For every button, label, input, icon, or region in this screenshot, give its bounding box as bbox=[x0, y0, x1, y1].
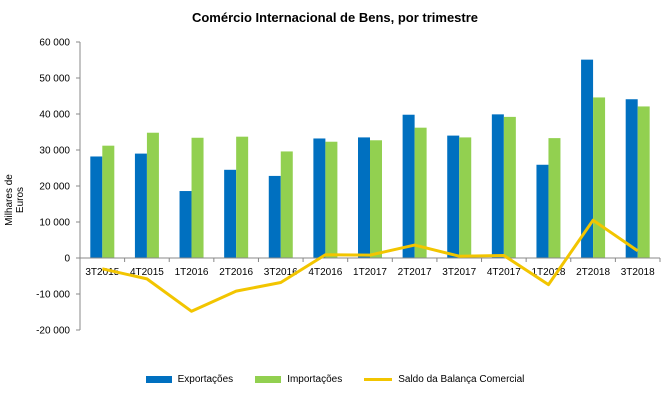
bar-importacoes bbox=[593, 97, 606, 258]
x-tick-label: 3T2016 bbox=[264, 267, 298, 278]
bar-importacoes bbox=[236, 136, 249, 258]
legend-item-exports: Exportações bbox=[145, 374, 234, 385]
bar-exportacoes bbox=[447, 135, 460, 258]
bar-exportacoes bbox=[224, 169, 237, 258]
y-axis-label: Milhares deEuros bbox=[4, 174, 26, 226]
bar-exportacoes bbox=[134, 153, 147, 258]
bar-importacoes bbox=[191, 137, 204, 258]
x-tick-label: 1T2017 bbox=[353, 267, 387, 278]
bar-exportacoes bbox=[402, 114, 415, 258]
bar-exportacoes bbox=[90, 156, 103, 258]
x-tick-label: 2T2018 bbox=[576, 267, 610, 278]
bar-importacoes bbox=[503, 116, 516, 258]
legend: Exportações Importações Saldo da Balança… bbox=[0, 374, 670, 385]
bar-exportacoes bbox=[581, 59, 594, 258]
legend-swatch-balance bbox=[364, 378, 393, 381]
legend-swatch-imports bbox=[255, 376, 282, 383]
bar-importacoes bbox=[325, 141, 338, 258]
y-tick-label: 40 000 bbox=[39, 110, 70, 121]
bar-importacoes bbox=[102, 145, 115, 258]
bar-importacoes bbox=[280, 151, 293, 258]
bar-importacoes bbox=[548, 138, 561, 258]
bar-importacoes bbox=[414, 127, 427, 259]
x-tick-label: 2T2016 bbox=[219, 267, 253, 278]
x-tick-label: 3T2015 bbox=[85, 267, 119, 278]
bar-importacoes bbox=[370, 140, 382, 258]
bar-exportacoes bbox=[313, 138, 326, 258]
y-tick-label: 0 bbox=[64, 254, 70, 265]
x-tick-label: 2T2017 bbox=[398, 267, 432, 278]
legend-item-balance: Saldo da Balança Comercial bbox=[364, 374, 524, 385]
y-tick-label: 30 000 bbox=[39, 146, 70, 157]
y-tick-label: 60 000 bbox=[39, 38, 70, 49]
bar-exportacoes bbox=[536, 164, 549, 258]
legend-swatch-exports bbox=[145, 376, 172, 383]
x-tick-label: 4T2016 bbox=[308, 267, 342, 278]
x-tick-label: 4T2017 bbox=[487, 267, 521, 278]
legend-label-imports: Importações bbox=[287, 374, 343, 385]
bar-exportacoes bbox=[625, 99, 638, 259]
chart-title: Comércio Internacional de Bens, por trim… bbox=[191, 10, 479, 25]
bar-importacoes bbox=[146, 132, 159, 258]
bar-exportacoes bbox=[491, 114, 504, 258]
y-tick-label: -10 000 bbox=[36, 290, 70, 301]
bar-exportacoes bbox=[358, 137, 370, 258]
x-tick-label: 3T2018 bbox=[621, 267, 655, 278]
bar-importacoes bbox=[637, 106, 650, 258]
legend-label-exports: Exportações bbox=[177, 374, 234, 385]
y-tick-label: -20 000 bbox=[36, 326, 70, 337]
y-tick-label: 10 000 bbox=[39, 218, 70, 229]
bar-exportacoes bbox=[268, 175, 281, 258]
x-tick-label: 3T2017 bbox=[442, 267, 476, 278]
x-tick-label: 1T2018 bbox=[532, 267, 566, 278]
x-tick-label: 1T2016 bbox=[175, 267, 209, 278]
legend-label-balance: Saldo da Balança Comercial bbox=[398, 374, 525, 385]
legend-item-imports: Importações bbox=[255, 374, 342, 385]
bar-exportacoes bbox=[179, 191, 192, 258]
y-tick-label: 50 000 bbox=[39, 74, 70, 85]
y-tick-label: 20 000 bbox=[39, 182, 70, 193]
bar-importacoes bbox=[459, 137, 472, 258]
x-tick-label: 4T2015 bbox=[130, 267, 164, 278]
line-saldo-balanca-comercial bbox=[101, 218, 639, 313]
